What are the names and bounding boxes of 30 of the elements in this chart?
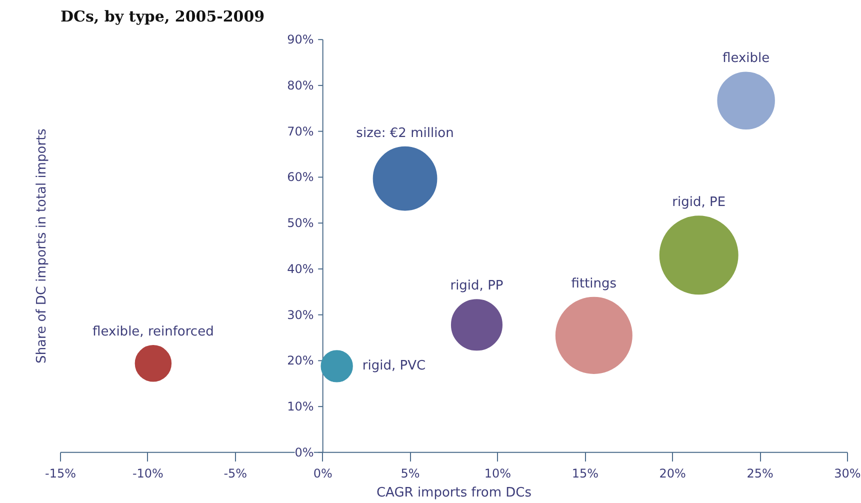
y-tick-label: 30%	[287, 308, 314, 322]
x-tick-label: 25%	[746, 466, 774, 480]
x-tick-label: -5%	[224, 466, 248, 480]
y-axis-title: Share of DC imports in total imports	[34, 128, 50, 364]
series-label: flexible, reinforced	[92, 324, 214, 340]
x-tick-label: 30%	[834, 466, 861, 480]
y-tick-label: 10%	[287, 400, 314, 414]
y-tick-label: 60%	[287, 170, 314, 184]
x-tick-label: 0%	[313, 466, 332, 480]
annotation: size: €2 million	[356, 126, 454, 141]
series-label: rigid, PVC	[362, 358, 426, 374]
series-label: flexible	[722, 51, 770, 66]
y-tick-label: 20%	[287, 354, 314, 368]
x-tick-label: 5%	[400, 466, 420, 480]
x-tick-label: 15%	[572, 466, 599, 480]
y-tick-label: 0%	[294, 445, 314, 460]
y-tick-label: 40%	[287, 262, 314, 276]
x-tick-label: -10%	[132, 466, 164, 480]
x-tick-label: 20%	[659, 466, 686, 480]
x-tick-label: 10%	[484, 466, 512, 480]
y-tick-label: 80%	[287, 78, 314, 92]
chart-title: DCs, by type, 2005-2009	[60, 8, 265, 26]
series-label: rigid, PP	[450, 278, 504, 294]
x-axis-title: CAGR imports from DCs	[376, 486, 532, 500]
series-label: rigid, PE	[672, 195, 726, 210]
y-tick-label: 50%	[287, 216, 314, 230]
x-tick-label: -15%	[45, 466, 76, 480]
series-label: fittings	[571, 276, 617, 292]
y-tick-label: 90%	[287, 32, 314, 47]
y-tick-label: 70%	[287, 124, 314, 138]
